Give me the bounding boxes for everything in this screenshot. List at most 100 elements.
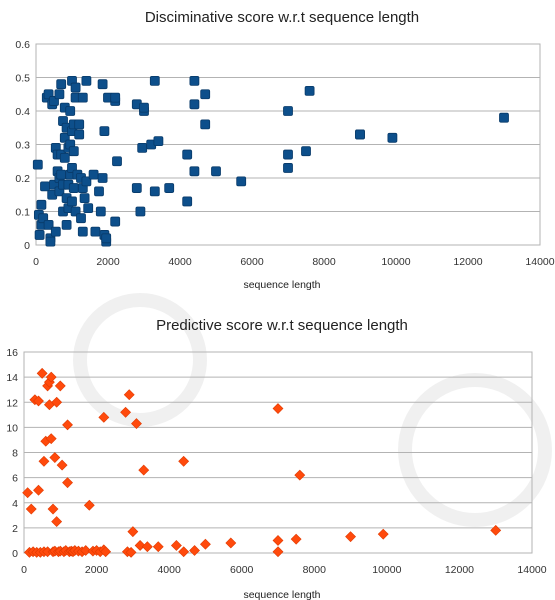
data-point	[81, 75, 92, 86]
y-tick-label: 2	[12, 523, 18, 535]
data-point	[100, 546, 112, 558]
data-point	[283, 163, 293, 173]
data-point	[47, 503, 59, 515]
data-point	[182, 149, 193, 160]
x-tick-label: 6000	[230, 564, 254, 576]
data-point	[101, 233, 112, 244]
data-point	[272, 535, 284, 546]
x-tick-label: 12000	[445, 564, 474, 576]
x-tick-label: 10000	[372, 564, 401, 576]
y-tick-label: 6	[12, 473, 18, 485]
data-point	[83, 499, 95, 511]
predictive-score-chart: Predictive score w.r.t sequence length 0…	[6, 317, 546, 600]
data-point	[137, 142, 148, 153]
data-point	[51, 516, 63, 528]
x-tick-labels: 0 2000 4000 6000 8000 10000 12000 14000	[21, 564, 547, 576]
y-tick-label: 8	[12, 448, 18, 460]
data-point	[499, 112, 509, 123]
data-point	[33, 484, 44, 496]
data-point	[200, 89, 211, 100]
y-tick-label: 0	[24, 240, 30, 252]
data-point	[76, 213, 86, 224]
data-point	[149, 75, 160, 86]
data-point	[74, 129, 85, 140]
data-point	[94, 186, 104, 197]
chart-title: Predictive score w.r.t sequence length	[156, 317, 408, 334]
data-point	[77, 226, 88, 237]
data-point	[68, 146, 79, 157]
data-point	[110, 216, 121, 227]
data-point	[32, 159, 43, 170]
data-point	[200, 538, 211, 550]
y-tick-label: 16	[6, 347, 18, 359]
data-point	[189, 75, 200, 86]
data-point	[149, 186, 160, 197]
y-tick-label: 0.1	[15, 207, 30, 219]
x-tick-label: 0	[33, 256, 39, 268]
data-point	[98, 411, 110, 423]
data-point	[387, 132, 398, 143]
data-point	[123, 389, 135, 401]
data-point	[138, 464, 150, 476]
data-point	[74, 119, 85, 130]
data-point	[54, 380, 66, 392]
data-point	[120, 406, 132, 418]
data-point	[56, 459, 68, 471]
data-point	[65, 106, 76, 116]
data-point	[34, 230, 45, 240]
data-point	[80, 545, 92, 556]
data-point	[139, 102, 149, 113]
x-axis-label: sequence length	[243, 279, 320, 291]
data-point	[272, 546, 284, 558]
data-point	[50, 226, 61, 237]
data-point	[283, 149, 293, 160]
data-point	[112, 156, 122, 167]
data-point	[182, 196, 193, 207]
data-point	[135, 206, 146, 217]
data-point	[189, 545, 200, 556]
data-point	[125, 546, 137, 558]
y-tick-labels: 0 0.1 0.2 0.3 0.4 0.5 0.6	[15, 39, 30, 252]
data-point	[70, 82, 81, 93]
data-point	[178, 455, 190, 467]
data-point	[272, 403, 284, 414]
x-tick-label: 6000	[240, 256, 264, 268]
data-point	[36, 367, 48, 379]
data-point	[77, 92, 88, 103]
data-point	[62, 477, 73, 489]
data-point	[43, 219, 54, 230]
data-point	[25, 503, 37, 515]
data-point	[152, 541, 164, 553]
data-point	[45, 236, 56, 247]
y-gridlines	[36, 43, 540, 246]
data-point	[79, 193, 90, 204]
data-point	[141, 541, 153, 553]
data-point	[304, 86, 315, 96]
y-tick-label: 0.2	[15, 173, 30, 185]
x-tick-label: 4000	[168, 256, 192, 268]
data-point	[283, 106, 293, 116]
x-tick-label: 2000	[96, 256, 120, 268]
y-tick-label: 10	[6, 422, 18, 434]
data-point	[56, 169, 67, 180]
x-tick-labels: 0 2000 4000 6000 8000 10000 12000 14000	[33, 256, 555, 268]
data-point	[36, 199, 47, 210]
discriminative-score-chart: Disciminative score w.r.t sequence lengt…	[15, 9, 554, 291]
data-point	[22, 487, 34, 499]
data-point	[345, 531, 356, 543]
chart-title: Disciminative score w.r.t sequence lengt…	[145, 9, 419, 26]
y-tick-label: 14	[6, 372, 18, 384]
data-point	[236, 176, 247, 187]
x-tick-label: 12000	[453, 256, 482, 268]
data-point	[153, 136, 164, 147]
data-point	[490, 524, 502, 536]
data-point	[62, 419, 73, 431]
data-point	[189, 99, 200, 110]
data-point	[189, 166, 200, 177]
data-point	[54, 89, 65, 100]
data-point	[45, 371, 57, 383]
data-point	[95, 206, 106, 217]
y-tick-label: 0.5	[15, 73, 30, 85]
plot-area-frame	[35, 43, 541, 246]
data-point	[99, 126, 110, 136]
